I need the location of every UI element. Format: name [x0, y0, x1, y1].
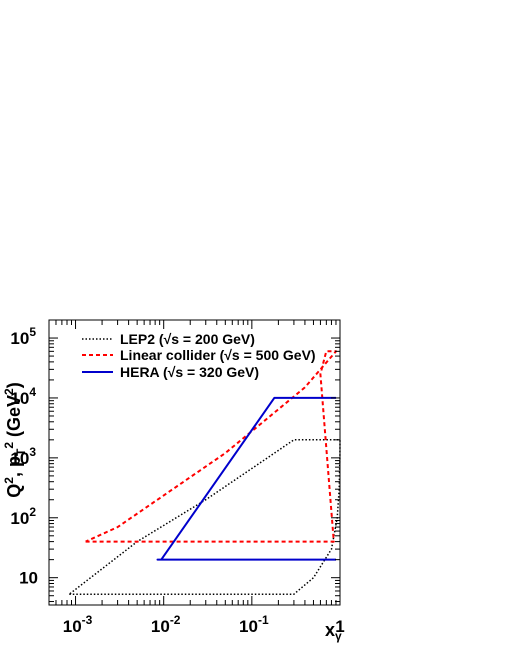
legend-label-hera: HERA (√s = 320 GeV) — [120, 364, 259, 380]
y-tick-label: 103 — [10, 445, 36, 468]
legend: LEP2 (√s = 200 GeV) Linear collider (√s … — [82, 331, 316, 380]
x-tick-label: 10-1 — [239, 613, 269, 636]
y-axis-label: Q2, pT2 (GeV2) — [2, 382, 28, 497]
x-tick-label: 10-2 — [151, 613, 181, 636]
ticks-layer — [48, 319, 341, 605]
legend-label-lep2: LEP2 (√s = 200 GeV) — [120, 331, 255, 347]
y-tick-label: 104 — [10, 385, 36, 408]
x-axis-label: xγ — [325, 620, 342, 643]
x-tick-label: 1 — [335, 617, 344, 636]
series-line-1 — [85, 350, 337, 543]
series-layer — [68, 350, 341, 595]
legend-label-linear-collider: Linear collider (√s = 500 GeV) — [120, 347, 316, 363]
y-tick-label: 105 — [10, 325, 36, 348]
series-line-2 — [156, 396, 336, 561]
tick-labels: 10-3 10-2 10-1 1 10 102 103 104 105 — [10, 325, 344, 636]
series-line-0 — [68, 439, 341, 595]
y-tick-label: 102 — [10, 505, 36, 528]
y-tick-label: 10 — [19, 569, 38, 588]
x-tick-label: 10-3 — [63, 613, 93, 636]
